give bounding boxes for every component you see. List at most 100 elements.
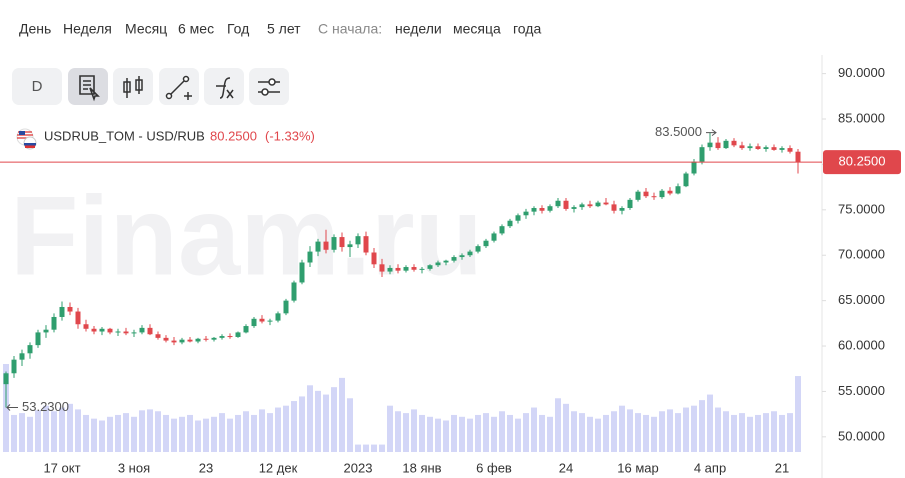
candle-body <box>483 240 489 247</box>
candle-body <box>571 207 577 209</box>
interval-button[interactable] <box>12 68 62 105</box>
y-tick-label: 50.0000 <box>838 428 885 443</box>
candle-body <box>747 146 753 149</box>
volume-bar <box>59 407 65 452</box>
volume-bar <box>571 411 577 452</box>
volume-bar <box>83 414 89 452</box>
volume-bar <box>659 411 665 452</box>
volume-bar <box>35 410 41 452</box>
volume-bar <box>763 413 769 452</box>
candle-body <box>675 186 681 194</box>
volume-bar <box>27 416 33 452</box>
volume-bar <box>467 418 473 452</box>
tool-button[interactable] <box>249 68 289 105</box>
y-tick-label: 65.0000 <box>838 292 885 307</box>
volume-bar <box>547 416 553 452</box>
volume-bar <box>19 413 25 452</box>
candle-body <box>355 236 361 245</box>
tool-button[interactable] <box>68 68 108 105</box>
candle-body <box>787 148 793 152</box>
candle-body <box>779 148 785 150</box>
x-tick-label: 4 апр <box>694 460 726 475</box>
candle-body <box>211 337 217 340</box>
volume-bar <box>251 414 257 452</box>
since-option[interactable]: года <box>513 21 541 37</box>
candle-body <box>107 328 113 333</box>
x-tick-label: 3 ноя <box>118 460 150 475</box>
tool-button[interactable] <box>113 68 153 105</box>
candle-body <box>755 146 761 149</box>
volume-bar <box>307 385 313 452</box>
candle-body <box>595 202 601 207</box>
candle-body <box>267 320 273 322</box>
volume-bar <box>643 414 649 452</box>
candle-body <box>75 311 81 325</box>
volume-bar <box>683 407 689 452</box>
interval-label: D <box>32 78 43 95</box>
annotation-arrow <box>706 129 717 137</box>
candle-body <box>395 267 401 271</box>
since-option[interactable]: месяца <box>453 21 501 37</box>
since-option[interactable]: недели <box>395 21 442 37</box>
candle-body <box>475 246 481 252</box>
volume-bar <box>451 414 457 452</box>
volume-bar <box>539 414 545 452</box>
tool-icon <box>123 76 143 98</box>
volume-bar <box>603 414 609 452</box>
period-option[interactable]: Неделя <box>63 21 112 37</box>
volume-bar <box>259 409 265 452</box>
candle-body <box>715 142 721 149</box>
candle-body <box>283 300 289 314</box>
volume-bar <box>131 416 137 452</box>
y-tick-label: 75.0000 <box>838 201 885 216</box>
period-option[interactable]: День <box>19 21 51 37</box>
volume-bar <box>11 414 17 452</box>
volume-bar <box>299 396 305 452</box>
candle-body <box>235 332 241 337</box>
period-option[interactable]: Год <box>227 21 249 37</box>
candle-body <box>459 255 465 258</box>
period-option[interactable]: 6 мес <box>178 21 214 37</box>
candle-body <box>91 328 97 332</box>
volume-bar <box>635 413 641 452</box>
candle-body <box>219 336 225 338</box>
volume-bar <box>91 418 97 452</box>
volume-bar <box>523 413 529 452</box>
candle-body <box>179 339 185 343</box>
candle-body <box>251 318 257 327</box>
volume-bar <box>667 409 673 452</box>
period-option[interactable]: 5 лет <box>267 21 301 37</box>
candle-body <box>347 244 353 248</box>
candle-body <box>3 373 9 385</box>
candle-body <box>603 202 609 205</box>
x-tick-label: 12 дек <box>259 460 298 475</box>
volume-bar <box>771 411 777 452</box>
volume-bar <box>179 416 185 452</box>
flag-us <box>19 131 25 135</box>
x-tick-label: 2023 <box>344 460 373 475</box>
candle-body <box>291 282 297 301</box>
change: (-1.33%) <box>265 128 315 143</box>
candle-body <box>147 327 153 335</box>
volume-bar <box>387 405 393 452</box>
candle-body <box>707 142 713 148</box>
tool-icon <box>216 77 234 99</box>
candle-body <box>139 327 145 333</box>
volume-bar <box>579 413 585 452</box>
candle-body <box>19 353 25 360</box>
candle-body <box>499 226 505 234</box>
period-option[interactable]: Месяц <box>125 21 167 37</box>
candle-body <box>83 324 89 329</box>
volume-bar <box>787 413 793 452</box>
candle-body <box>171 340 177 343</box>
instrument: USDRUB_TOM - USD/RUB <box>44 128 205 143</box>
candle-body <box>307 251 313 263</box>
candle-body <box>331 237 337 250</box>
x-tick-label: 16 мар <box>617 460 658 475</box>
candle-body <box>699 147 705 162</box>
candle-body <box>43 329 49 333</box>
tool-icon <box>79 75 100 102</box>
last-price-tag: 80.2500 <box>839 154 886 169</box>
candle-body <box>523 211 529 216</box>
